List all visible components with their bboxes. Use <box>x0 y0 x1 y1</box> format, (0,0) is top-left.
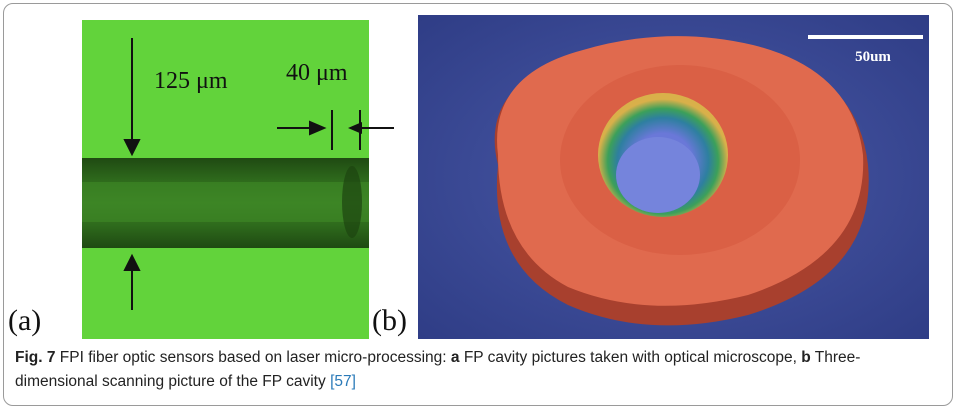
panel-a-label: (a) <box>8 304 41 338</box>
caption-text: FPI fiber optic sensors based on laser m… <box>55 349 450 366</box>
caption-part: a <box>451 349 460 366</box>
figure-label: Fig. 7 <box>15 349 55 366</box>
reference-link[interactable]: [57] <box>330 373 356 390</box>
panel-b-label: (b) <box>372 304 407 338</box>
caption-text: FP cavity pictures taken with optical mi… <box>460 349 802 366</box>
annotation-125um: 125 μm <box>154 68 228 94</box>
panel-b-image: 50um <box>418 15 929 339</box>
annotation-40um: 40 μm <box>286 60 348 87</box>
figure-frame: 125 μm (a) 40 μm (b) <box>3 3 953 406</box>
scale-bar-label: 50um <box>855 49 891 65</box>
figure-caption: Fig. 7 FPI fiber optic sensors based on … <box>15 346 935 394</box>
caption-part: b <box>801 349 810 366</box>
panel-a-overlay-2 <box>322 20 382 160</box>
